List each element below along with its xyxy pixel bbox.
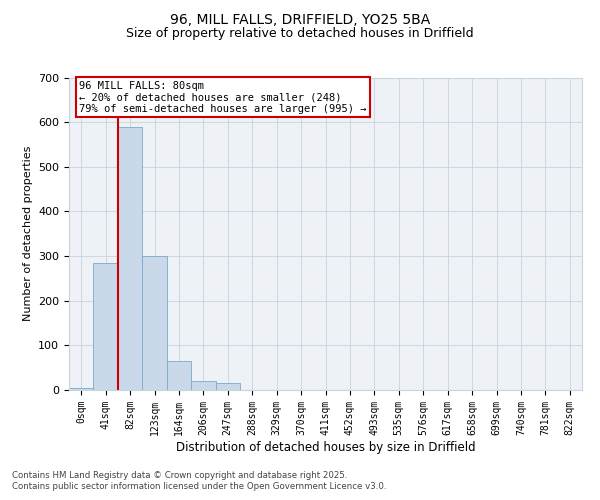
Bar <box>215 384 240 390</box>
Bar <box>118 126 142 390</box>
Text: 96 MILL FALLS: 80sqm
← 20% of detached houses are smaller (248)
79% of semi-deta: 96 MILL FALLS: 80sqm ← 20% of detached h… <box>79 80 367 114</box>
Bar <box>142 256 167 390</box>
Bar <box>191 381 215 390</box>
Text: Contains HM Land Registry data © Crown copyright and database right 2025.: Contains HM Land Registry data © Crown c… <box>12 470 347 480</box>
Text: Size of property relative to detached houses in Driffield: Size of property relative to detached ho… <box>126 28 474 40</box>
Bar <box>69 388 94 390</box>
Y-axis label: Number of detached properties: Number of detached properties <box>23 146 32 322</box>
Bar <box>94 263 118 390</box>
Text: Contains public sector information licensed under the Open Government Licence v3: Contains public sector information licen… <box>12 482 386 491</box>
X-axis label: Distribution of detached houses by size in Driffield: Distribution of detached houses by size … <box>176 440 475 454</box>
Text: 96, MILL FALLS, DRIFFIELD, YO25 5BA: 96, MILL FALLS, DRIFFIELD, YO25 5BA <box>170 12 430 26</box>
Bar <box>167 361 191 390</box>
